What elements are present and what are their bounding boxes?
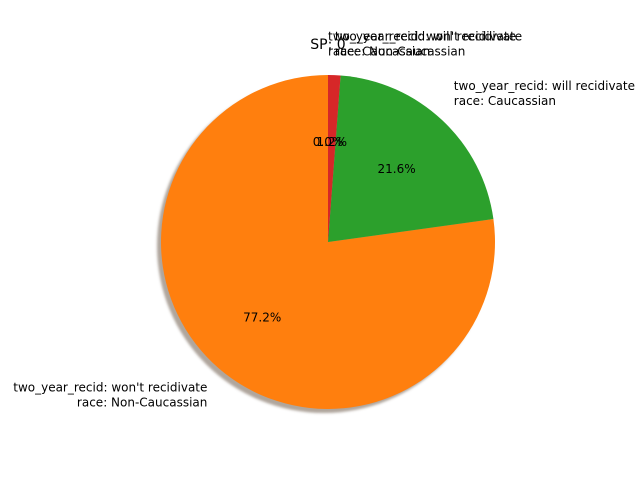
slice-label-3: two_year_recid: will recidivate race: Cau… xyxy=(454,79,635,108)
slice-label-2-line-2: race: Non-Caucassian xyxy=(77,396,207,410)
slice-label-3-line-1: two_year_recid: will recidivate xyxy=(454,79,635,93)
percent-label-4: 1.2% xyxy=(317,135,348,149)
percent-label-3: 21.6% xyxy=(378,162,416,176)
percent-labels: 0.0% 77.2% 21.6% 1.2% xyxy=(243,135,416,325)
percent-label-2: 77.2% xyxy=(243,311,281,325)
slice-labels: two_year_recid: won't recidivate race: Ca… xyxy=(13,29,635,409)
slice-label-1: two_year_recid: won't recidivate race: Ca… xyxy=(328,29,522,58)
percent-label-1: 0.0% xyxy=(313,135,344,149)
pie-slices xyxy=(161,75,495,409)
slice-label-4-line-1: two_year_recid: will recidivate xyxy=(335,29,516,43)
slice-label-2-line-1: two_year_recid: won't recidivate xyxy=(13,381,207,395)
slice-label-3-line-2: race: Caucassian xyxy=(454,94,556,108)
slice-label-2: two_year_recid: won't recidivate race: No… xyxy=(13,381,207,410)
pie-slice-4 xyxy=(328,75,341,242)
slice-label-1-line-1: two_year_recid: won't recidivate xyxy=(328,29,522,43)
chart-title: SP: 0 xyxy=(310,37,345,53)
slice-label-4-line-2: race: Non-Caucassian xyxy=(335,44,465,58)
slice-label-1-line-2: race: Caucassian xyxy=(328,44,430,58)
slice-label-4: two_year_recid: will recidivate race: Non… xyxy=(335,29,516,58)
pie-slice-3 xyxy=(328,75,494,243)
